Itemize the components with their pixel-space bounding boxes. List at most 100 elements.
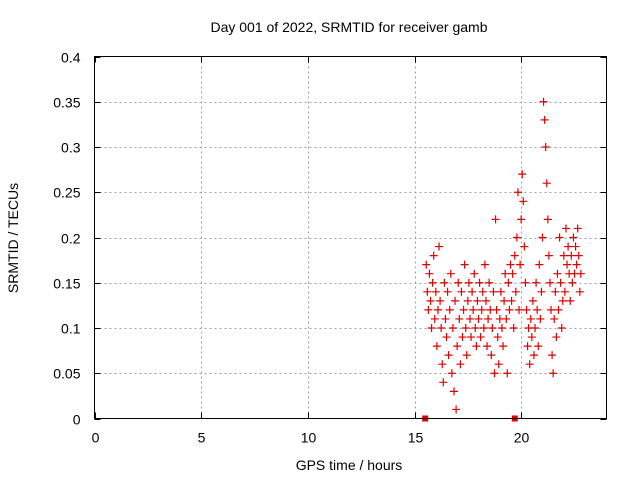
data-point bbox=[510, 251, 519, 260]
data-point bbox=[504, 278, 513, 287]
chart-title: Day 001 of 2022, SRMTID for receiver gam… bbox=[210, 19, 487, 35]
data-point bbox=[507, 296, 516, 305]
data-point bbox=[503, 369, 512, 378]
data-point bbox=[449, 387, 458, 396]
data-point bbox=[437, 324, 446, 332]
data-point bbox=[566, 296, 575, 305]
data-point bbox=[557, 324, 566, 332]
x-tick-label: 10 bbox=[301, 430, 317, 446]
data-point bbox=[427, 324, 436, 332]
data-point bbox=[480, 260, 489, 269]
data-point bbox=[529, 351, 538, 360]
data-point bbox=[564, 242, 573, 251]
data-point bbox=[468, 287, 477, 296]
x-tick-label: 20 bbox=[514, 430, 530, 446]
data-point bbox=[475, 278, 484, 287]
data-point bbox=[512, 233, 521, 242]
data-point bbox=[435, 242, 444, 251]
data-point bbox=[462, 351, 471, 360]
data-point bbox=[452, 405, 461, 414]
data-point bbox=[465, 314, 474, 323]
data-point bbox=[464, 278, 473, 287]
axis-ticks: 0 0.05 0.1 0.15 0.2 0.25 0.3 0.35 0.4 0 5 10 15 20 bbox=[53, 50, 607, 446]
data-point bbox=[458, 333, 467, 342]
y-axis-label: SRMTID / TECUs bbox=[5, 183, 21, 293]
x-tick-label: 0 bbox=[92, 430, 100, 446]
data-point bbox=[472, 342, 481, 351]
data-point bbox=[500, 296, 509, 305]
data-point bbox=[573, 224, 582, 233]
data-point bbox=[568, 278, 577, 287]
data-point bbox=[542, 179, 551, 188]
data-point bbox=[496, 287, 505, 296]
data-point bbox=[422, 260, 431, 269]
data-point bbox=[528, 296, 537, 305]
data-point bbox=[460, 260, 469, 269]
data-point bbox=[447, 369, 456, 378]
data-point bbox=[543, 215, 552, 224]
data-point bbox=[467, 333, 476, 342]
data-point bbox=[474, 314, 483, 323]
data-point bbox=[425, 269, 434, 278]
data-point bbox=[476, 333, 485, 342]
data-point bbox=[501, 269, 510, 278]
data-point bbox=[535, 260, 544, 269]
data-point bbox=[506, 260, 515, 269]
data-point bbox=[521, 278, 530, 287]
data-point bbox=[502, 314, 511, 323]
data-point bbox=[561, 224, 570, 233]
data-point bbox=[485, 278, 494, 287]
data-point bbox=[532, 278, 541, 287]
data-point bbox=[463, 296, 472, 305]
data-point bbox=[533, 305, 542, 314]
data-point bbox=[478, 287, 487, 296]
y-tick-label: 0.3 bbox=[61, 140, 81, 156]
data-point bbox=[479, 324, 488, 332]
grid-lines bbox=[94, 56, 607, 419]
data-point bbox=[499, 342, 508, 351]
data-point bbox=[489, 287, 498, 296]
data-point bbox=[505, 305, 514, 314]
plot-frame bbox=[94, 56, 607, 419]
data-point bbox=[539, 97, 548, 106]
data-point bbox=[511, 287, 520, 296]
data-point bbox=[548, 351, 557, 360]
data-point bbox=[552, 333, 561, 342]
data-point bbox=[428, 278, 437, 287]
data-point bbox=[461, 324, 470, 332]
data-point bbox=[567, 251, 576, 260]
data-point bbox=[576, 269, 585, 278]
data-point bbox=[540, 115, 549, 124]
data-point bbox=[444, 351, 453, 360]
data-point bbox=[459, 305, 468, 314]
data-point bbox=[430, 314, 439, 323]
data-point bbox=[508, 269, 517, 278]
data-point bbox=[526, 314, 535, 323]
data-point bbox=[516, 260, 525, 269]
data-point bbox=[574, 251, 583, 260]
data-point bbox=[488, 324, 497, 332]
x-tick-label: 15 bbox=[408, 430, 424, 446]
data-point bbox=[515, 305, 524, 314]
data-point bbox=[517, 215, 526, 224]
data-point bbox=[491, 215, 500, 224]
data-point bbox=[536, 314, 545, 323]
x-axis-label: GPS time / hours bbox=[296, 457, 403, 473]
data-point bbox=[436, 296, 445, 305]
data-point bbox=[454, 278, 463, 287]
data-point bbox=[439, 378, 448, 387]
data-point bbox=[451, 296, 460, 305]
data-point bbox=[555, 233, 564, 242]
y-tick-label: 0.2 bbox=[61, 231, 81, 247]
data-point bbox=[438, 360, 447, 369]
y-tick-label: 0 bbox=[73, 412, 81, 428]
data-point bbox=[456, 360, 465, 369]
data-point bbox=[487, 351, 496, 360]
data-point bbox=[443, 287, 452, 296]
y-tick-label: 0.15 bbox=[53, 276, 80, 292]
data-point bbox=[431, 287, 440, 296]
data-point bbox=[493, 333, 502, 342]
data-point bbox=[446, 269, 455, 278]
data-point bbox=[440, 278, 449, 287]
data-point bbox=[541, 143, 550, 151]
